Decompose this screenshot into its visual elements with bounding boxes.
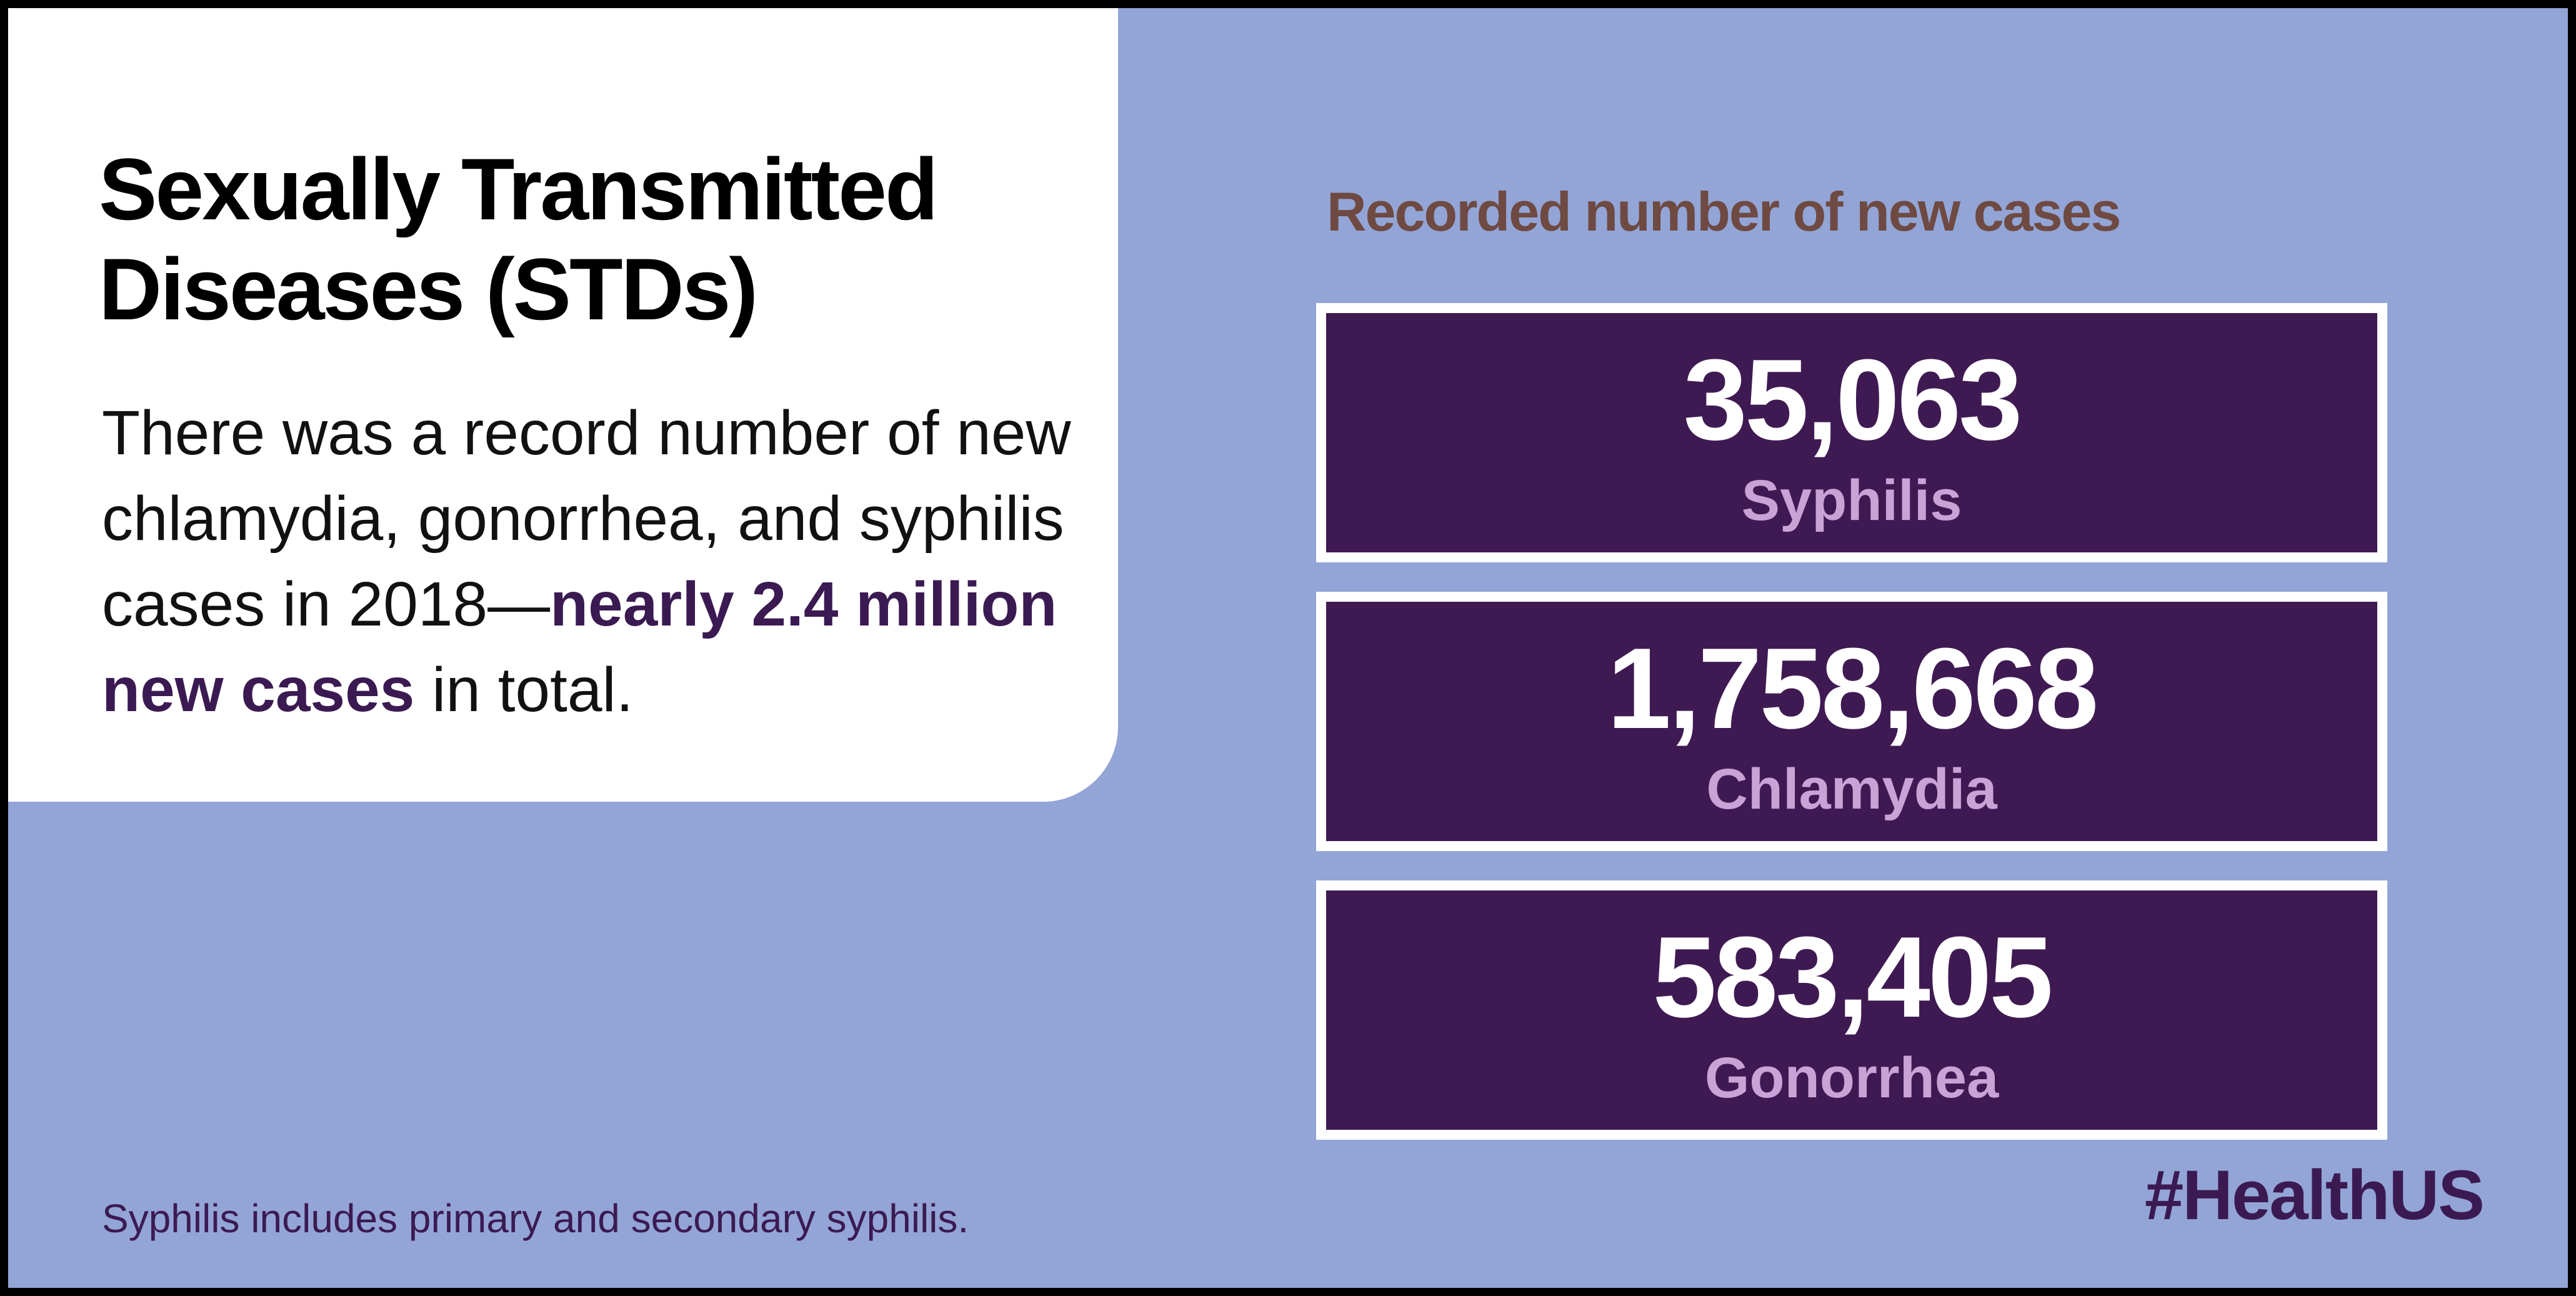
stat-label: Syphilis (1741, 469, 1962, 532)
title-line-2: Diseases (STDs) (99, 240, 758, 338)
stat-value: 35,063 (1683, 335, 2023, 464)
stat-label: Chlamydia (1706, 757, 1997, 821)
stat-box-gonorrhea: 583,405 Gonorrhea (1316, 880, 2387, 1140)
page-title: Sexually Transmitted Diseases (STDs) (99, 139, 1074, 339)
stat-label: Gonorrhea (1704, 1046, 1999, 1110)
stat-value: 583,405 (1652, 912, 2053, 1041)
intro-text-start: There was a record number of new chlamyd… (102, 398, 1071, 639)
stats-title: Recorded number of new cases (1327, 181, 2121, 242)
stat-box-chlamydia: 1,758,668 Chlamydia (1316, 592, 2387, 851)
title-line-1: Sexually Transmitted (99, 140, 939, 238)
intro-card: Sexually Transmitted Diseases (STDs) The… (8, 8, 1118, 802)
hashtag: #HealthUS (2144, 1156, 2485, 1234)
intro-highlight: nearly 2.4 million new cases (102, 569, 1057, 725)
stat-box-syphilis: 35,063 Syphilis (1316, 303, 2387, 562)
intro-paragraph: There was a record number of new chlamyd… (102, 391, 1102, 733)
footnote: Syphilis includes primary and secondary … (102, 1196, 969, 1241)
intro-text-end: in total. (414, 655, 634, 725)
stat-value: 1,758,668 (1607, 624, 2099, 752)
